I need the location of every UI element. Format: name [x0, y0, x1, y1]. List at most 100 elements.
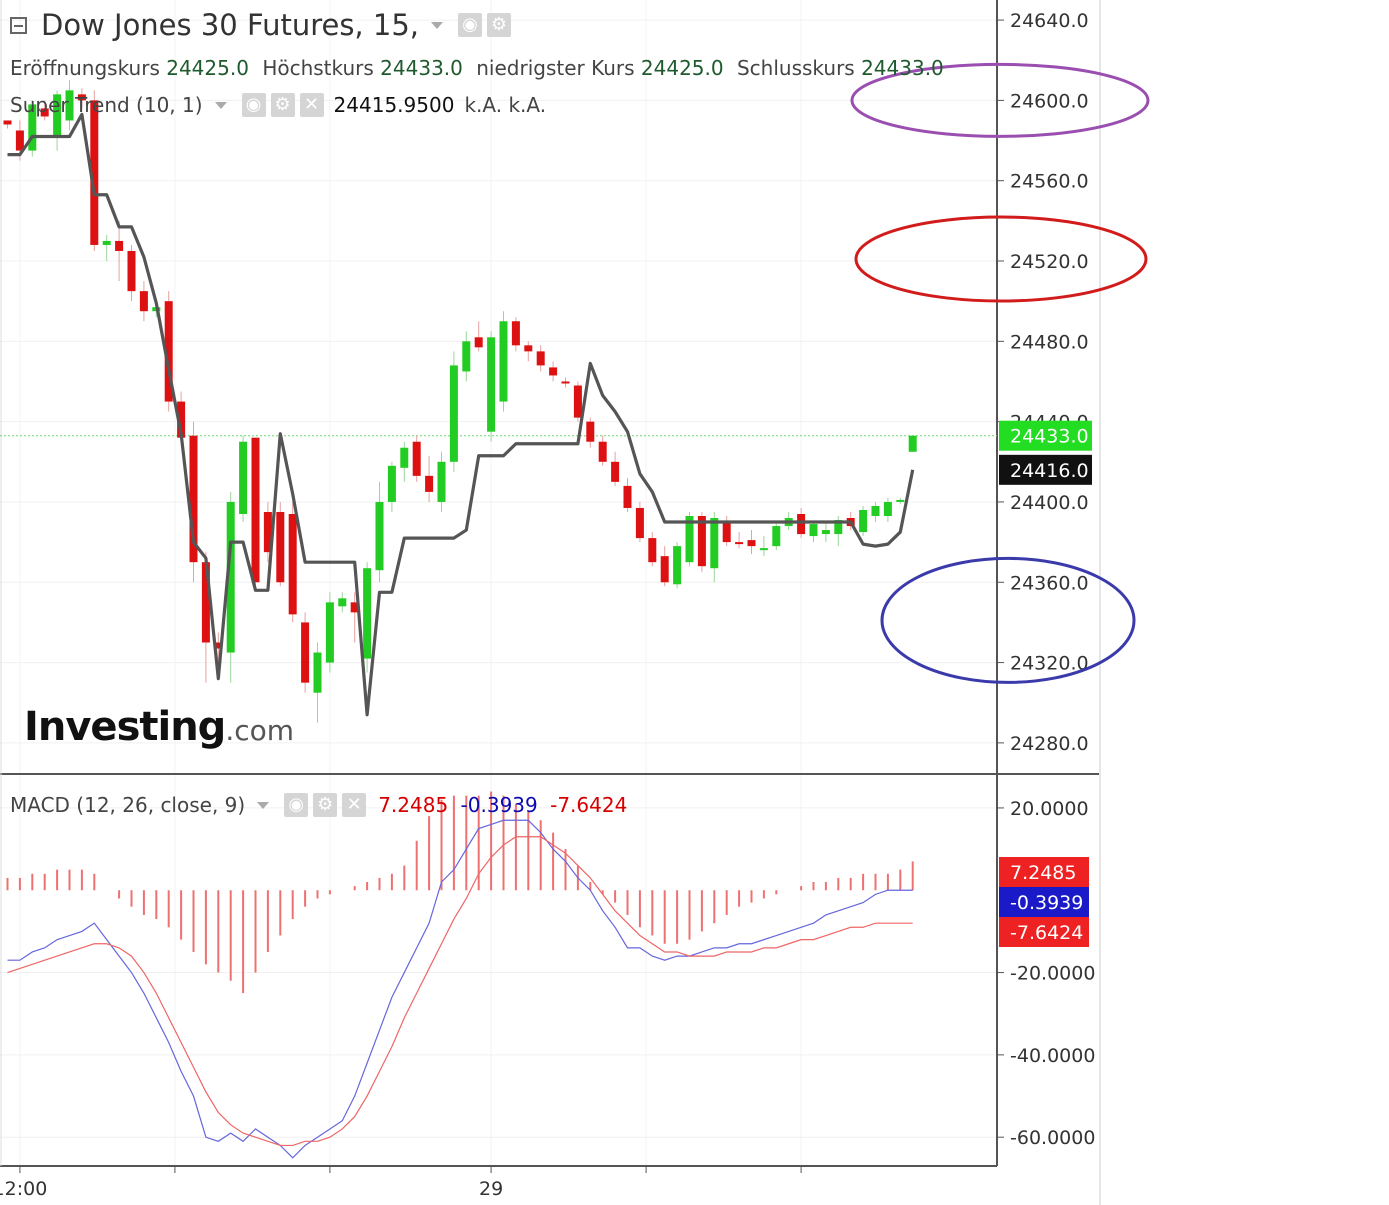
candle-body — [722, 522, 731, 543]
candle-body — [226, 501, 235, 653]
candle-body — [809, 524, 818, 537]
investing-logo: Investing.com — [24, 704, 294, 750]
time-tick-label: 12:00 — [0, 1178, 47, 1200]
macd-line-tag — [999, 887, 1089, 917]
axes: 24640.024600.024560.024520.024480.024440… — [0, 10, 1095, 1200]
price-tick-label: 24640.0 — [1010, 10, 1089, 32]
candle-body — [239, 441, 248, 514]
eye-icon[interactable]: ◉ — [241, 93, 266, 117]
candle-body — [437, 461, 446, 502]
annotation-circle-red — [854, 215, 1148, 303]
candle-body — [648, 538, 657, 563]
candle-body — [549, 367, 558, 376]
macd-tick-label: -20.0000 — [1010, 963, 1095, 985]
candle-body — [387, 465, 396, 502]
macd-line-tag-label: -0.3939 — [1010, 892, 1083, 914]
supertrend-value: 24415.9500 — [333, 93, 455, 117]
candle-body — [189, 435, 198, 563]
macd-signal-tag-label: -7.6424 — [1010, 922, 1083, 944]
macd-hist-tag-label: 7.2485 — [1010, 862, 1076, 884]
candle-body — [40, 108, 49, 117]
candle-body — [673, 546, 682, 585]
candle-body — [710, 518, 719, 569]
candle-body — [573, 385, 582, 418]
candle-body — [201, 562, 210, 643]
candle-body — [363, 568, 372, 659]
candle-body — [834, 520, 843, 535]
candle-body — [821, 530, 830, 535]
time-tick-label: 29 — [479, 1178, 503, 1200]
close-icon[interactable]: ✕ — [342, 793, 367, 817]
candle-body — [115, 240, 124, 251]
candle-body — [883, 501, 892, 517]
supertrend — [7, 112, 915, 717]
candle-body — [474, 337, 483, 348]
low-value: 24425.0 — [640, 56, 724, 80]
candle-body — [400, 447, 409, 468]
candle-body — [859, 509, 868, 533]
candle-body — [598, 441, 607, 462]
candle-body — [586, 421, 595, 442]
candle-body — [338, 598, 347, 607]
candle-body — [611, 461, 620, 482]
macd-pane — [6, 791, 914, 1159]
eye-icon[interactable]: ◉ — [458, 13, 482, 37]
annotation-circle-purple — [850, 62, 1150, 138]
candle-body — [276, 511, 285, 583]
ohlc-row: Eröffnungskurs 24425.0 Höchstkurs 24433.… — [10, 56, 951, 80]
high-label: Höchstkurs — [262, 56, 374, 80]
candle-body — [350, 602, 359, 613]
macd-tick-label: -60.0000 — [1010, 1127, 1095, 1149]
candle-body — [15, 130, 24, 151]
collapse-icon[interactable] — [10, 16, 27, 34]
candle-body — [412, 441, 421, 476]
close-label: Schlusskurs — [736, 56, 855, 80]
gear-icon[interactable]: ⚙ — [313, 793, 338, 817]
chevron-down-icon[interactable] — [431, 21, 443, 29]
price-tick-label: 24520.0 — [1010, 251, 1089, 273]
chevron-down-icon[interactable] — [214, 101, 227, 109]
supertrend-price-tag-label: 24416.0 — [1010, 460, 1089, 482]
last-price-tag-label: 24433.0 — [1010, 426, 1089, 448]
close-value: 24433.0 — [861, 56, 944, 80]
eye-icon[interactable]: ◉ — [284, 793, 309, 817]
high-value: 24433.0 — [380, 56, 463, 80]
low-label: niedrigster Kurs — [476, 56, 635, 80]
candle-body — [102, 240, 111, 245]
close-icon[interactable]: ✕ — [299, 93, 324, 117]
candle-body — [871, 505, 880, 517]
candle-body — [177, 401, 186, 438]
last-price-tag — [999, 420, 1092, 451]
candle-body — [90, 100, 99, 245]
logo-domain-text: .com — [225, 714, 295, 747]
candle-body — [660, 556, 669, 583]
price-tick-label: 24280.0 — [1010, 733, 1089, 755]
macd-label: MACD (12, 26, close, 9) — [10, 793, 246, 817]
candle-body — [3, 120, 12, 125]
candle-body — [325, 602, 334, 663]
candle-body — [735, 542, 744, 545]
open-value: 24425.0 — [166, 56, 249, 80]
candle-body — [487, 337, 496, 432]
supertrend-line — [7, 112, 915, 717]
macd-legend: MACD (12, 26, close, 9) ◉ ⚙ ✕ 7.2485 -0.… — [10, 793, 627, 817]
candles — [3, 80, 917, 723]
grid — [0, 0, 997, 1166]
supertrend-na-2: k.A. — [508, 93, 547, 117]
gear-icon[interactable]: ⚙ — [270, 93, 295, 117]
candle-body — [462, 341, 471, 372]
candle-body — [53, 94, 62, 137]
candle-body — [77, 94, 86, 101]
gear-icon[interactable]: ⚙ — [487, 13, 511, 37]
candle-body — [301, 622, 310, 683]
candle-body — [747, 540, 756, 547]
candle-body — [908, 435, 917, 452]
macd-hist-tag — [999, 857, 1089, 887]
chevron-down-icon[interactable] — [257, 801, 270, 809]
price-tick-label: 24480.0 — [1010, 331, 1089, 353]
supertrend-label: Super Trend (10, 1) — [10, 93, 203, 117]
supertrend-na-1: k.A. — [464, 93, 503, 117]
price-tick-label: 24320.0 — [1010, 653, 1089, 675]
panes — [0, 0, 1101, 1205]
